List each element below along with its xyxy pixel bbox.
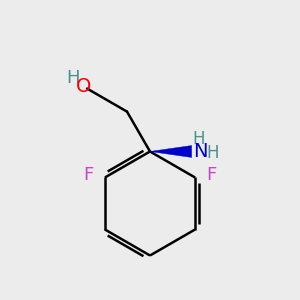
Text: N: N bbox=[193, 142, 207, 161]
Text: H: H bbox=[66, 69, 80, 87]
Text: O: O bbox=[76, 77, 91, 96]
Polygon shape bbox=[150, 146, 192, 158]
Text: F: F bbox=[83, 166, 94, 184]
Text: H: H bbox=[192, 130, 205, 148]
Text: F: F bbox=[206, 166, 217, 184]
Text: H: H bbox=[206, 144, 219, 162]
